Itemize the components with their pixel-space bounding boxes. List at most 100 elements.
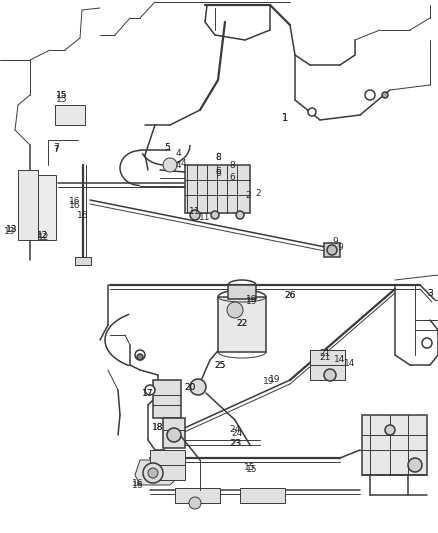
- Text: 16: 16: [77, 211, 89, 220]
- Text: 6: 6: [215, 167, 221, 176]
- Text: 24: 24: [231, 429, 243, 438]
- Circle shape: [143, 463, 163, 483]
- Text: 8: 8: [229, 160, 235, 169]
- Text: 3: 3: [427, 288, 433, 297]
- Text: 23: 23: [230, 439, 242, 448]
- Text: 7: 7: [53, 146, 59, 155]
- Circle shape: [327, 245, 337, 255]
- Text: 16: 16: [69, 198, 81, 206]
- Text: 13: 13: [6, 225, 18, 235]
- Text: 22: 22: [237, 319, 247, 327]
- Text: 15: 15: [244, 463, 256, 472]
- Circle shape: [190, 210, 200, 220]
- Text: 13: 13: [6, 225, 18, 235]
- Text: 9: 9: [337, 244, 343, 253]
- Text: 23: 23: [230, 439, 241, 448]
- Circle shape: [227, 302, 243, 318]
- Text: 14: 14: [334, 356, 346, 365]
- Text: 21: 21: [319, 352, 331, 361]
- Bar: [240, 488, 285, 503]
- Text: 16: 16: [132, 481, 144, 489]
- Text: 1: 1: [282, 113, 288, 123]
- Text: 16: 16: [132, 479, 144, 488]
- Text: 8: 8: [215, 154, 221, 163]
- Circle shape: [385, 425, 395, 435]
- Bar: [150, 450, 185, 480]
- Text: 12: 12: [37, 230, 49, 239]
- Bar: [163, 418, 185, 448]
- Text: 26: 26: [284, 290, 296, 300]
- Bar: [310, 350, 345, 380]
- Text: 15: 15: [56, 95, 68, 104]
- Text: 2: 2: [245, 191, 251, 200]
- Circle shape: [189, 497, 201, 509]
- Text: 17: 17: [142, 389, 154, 398]
- Text: 18: 18: [152, 423, 164, 432]
- Bar: [18, 170, 38, 240]
- Circle shape: [324, 369, 336, 381]
- Text: 19: 19: [246, 296, 258, 305]
- Text: 13: 13: [4, 228, 16, 237]
- Text: 11: 11: [189, 207, 201, 216]
- Text: 6: 6: [229, 174, 235, 182]
- Text: 20: 20: [184, 383, 196, 392]
- Text: 5: 5: [164, 143, 170, 152]
- Circle shape: [382, 92, 388, 98]
- Bar: [218, 297, 266, 352]
- Text: 19: 19: [246, 295, 258, 304]
- Bar: [175, 488, 220, 503]
- Text: 6: 6: [215, 169, 221, 179]
- Text: 11: 11: [199, 214, 211, 222]
- Circle shape: [163, 158, 177, 172]
- Circle shape: [190, 379, 206, 395]
- Bar: [55, 105, 85, 125]
- Text: 7: 7: [53, 146, 59, 155]
- Text: 7: 7: [53, 143, 59, 152]
- Text: 15: 15: [56, 91, 68, 100]
- Circle shape: [236, 211, 244, 219]
- Polygon shape: [135, 460, 180, 485]
- Text: 4: 4: [175, 160, 181, 169]
- Text: 19: 19: [269, 376, 281, 384]
- Bar: [228, 285, 256, 299]
- Text: 21: 21: [319, 349, 331, 358]
- Text: 14: 14: [344, 359, 356, 367]
- Bar: [75, 257, 91, 265]
- Circle shape: [211, 211, 219, 219]
- Circle shape: [167, 428, 181, 442]
- Circle shape: [137, 354, 143, 360]
- Text: 4: 4: [180, 158, 186, 167]
- Bar: [324, 243, 340, 257]
- Circle shape: [365, 90, 375, 100]
- Text: 20: 20: [184, 383, 196, 392]
- Text: 24: 24: [230, 425, 240, 434]
- Bar: [185, 165, 250, 213]
- Text: 22: 22: [237, 319, 247, 327]
- Circle shape: [422, 338, 432, 348]
- Text: 3: 3: [427, 288, 433, 297]
- Text: 2: 2: [255, 189, 261, 198]
- Text: 15: 15: [56, 91, 68, 100]
- Text: 25: 25: [214, 360, 226, 369]
- Text: 19: 19: [263, 377, 275, 386]
- Text: 5: 5: [164, 143, 170, 152]
- Text: 17: 17: [142, 389, 154, 398]
- Text: 9: 9: [332, 238, 338, 246]
- Bar: [362, 415, 427, 475]
- Text: 4: 4: [175, 149, 181, 157]
- Text: 16: 16: [69, 200, 81, 209]
- Text: 12: 12: [37, 230, 49, 239]
- Text: 25: 25: [214, 360, 226, 369]
- Text: 15: 15: [246, 465, 258, 474]
- Bar: [38, 175, 56, 240]
- Circle shape: [148, 468, 158, 478]
- Circle shape: [135, 350, 145, 360]
- Circle shape: [145, 385, 155, 395]
- Text: 1: 1: [282, 113, 288, 123]
- Circle shape: [308, 108, 316, 116]
- Circle shape: [408, 458, 422, 472]
- Text: 18: 18: [152, 423, 164, 432]
- Text: 12: 12: [38, 233, 49, 243]
- Text: 26: 26: [284, 290, 296, 300]
- Text: 8: 8: [215, 154, 221, 163]
